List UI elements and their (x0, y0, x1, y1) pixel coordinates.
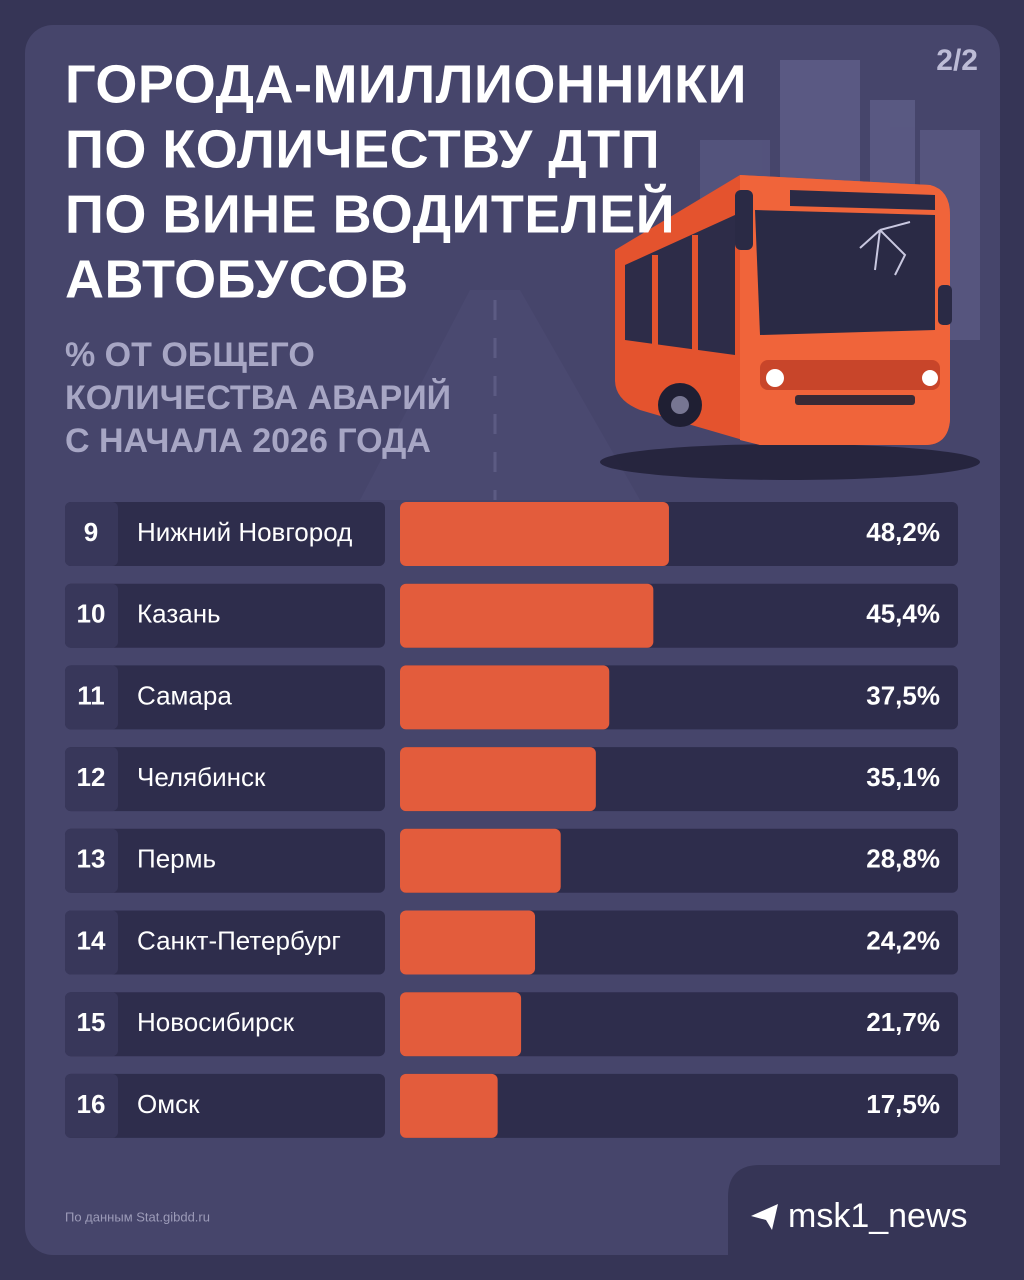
bar (400, 992, 522, 1057)
chart-rows: 9 Нижний Новгород 48,2% 10 Казань 45,4% 11 Сама… (65, 502, 958, 1138)
source-note: По данным Stat.gibdd.ru (65, 1209, 210, 1224)
value-label: 24,2% (866, 925, 940, 955)
telegram-icon (751, 1204, 778, 1230)
rank-box (65, 583, 118, 648)
name-box (65, 1073, 385, 1138)
title-line: ПО ВИНЕ ВОДИТЕЛЕЙ (65, 183, 675, 244)
rank: 15 (77, 1007, 106, 1037)
name-box (65, 828, 385, 893)
bar-track (400, 910, 958, 975)
rank-box (65, 665, 118, 730)
value-label: 28,8% (866, 844, 940, 874)
category-label: Челябинск (137, 762, 266, 792)
name-box (65, 910, 385, 975)
rank: 13 (77, 844, 106, 874)
title-line: ПО КОЛИЧЕСТВУ ДТП (65, 119, 660, 179)
rank-box (65, 502, 118, 566)
bar-track (400, 992, 958, 1057)
rank: 9 (84, 517, 98, 547)
bar-track (400, 1073, 958, 1138)
category-label: Санкт-Петербург (137, 925, 341, 955)
name-box (65, 665, 385, 730)
rank-box (65, 747, 118, 812)
rank: 11 (77, 680, 105, 710)
rank-box (65, 910, 118, 975)
subtitle-line: % ОТ ОБЩЕГО (65, 336, 315, 374)
name-box (65, 502, 385, 566)
subtitle-line: С НАЧАЛА 2026 ГОДА (65, 422, 431, 460)
rank: 16 (77, 1089, 106, 1119)
bar (400, 828, 561, 893)
value-label: 37,5% (866, 680, 940, 710)
value-label: 48,2% (866, 517, 940, 547)
subtitle-line: КОЛИЧЕСТВА АВАРИЙ (65, 378, 451, 417)
bar (400, 910, 536, 975)
rank-box (65, 828, 118, 893)
value-label: 17,5% (866, 1089, 940, 1119)
category-label: Новосибирск (137, 1007, 295, 1037)
rank: 14 (77, 925, 106, 955)
title-line: ГОРОДА-МИЛЛИОННИКИ (65, 54, 747, 114)
rank: 12 (77, 762, 106, 792)
bus-illustration (600, 175, 980, 480)
bar (400, 583, 654, 648)
value-label: 35,1% (866, 762, 940, 792)
category-label: Нижний Новгород (137, 517, 352, 547)
bar (400, 665, 610, 730)
category-label: Казань (137, 599, 221, 629)
title-line: АВТОБУСОВ (65, 249, 409, 309)
bar (400, 502, 669, 566)
rank-box (65, 1073, 118, 1138)
rank: 10 (77, 599, 106, 629)
brand: msk1_news (788, 1197, 968, 1235)
category-label: Пермь (137, 844, 216, 874)
brand-tab (728, 1165, 1024, 1280)
value-label: 45,4% (866, 599, 940, 629)
category-label: Самара (137, 680, 232, 710)
category-label: Омск (137, 1089, 200, 1119)
rank-box (65, 992, 118, 1057)
value-label: 21,7% (866, 1007, 940, 1037)
page-indicator: 2/2 (936, 44, 978, 77)
name-box (65, 583, 385, 648)
name-box (65, 747, 385, 812)
name-box (65, 992, 385, 1057)
bar (400, 1073, 498, 1138)
bar (400, 747, 596, 812)
